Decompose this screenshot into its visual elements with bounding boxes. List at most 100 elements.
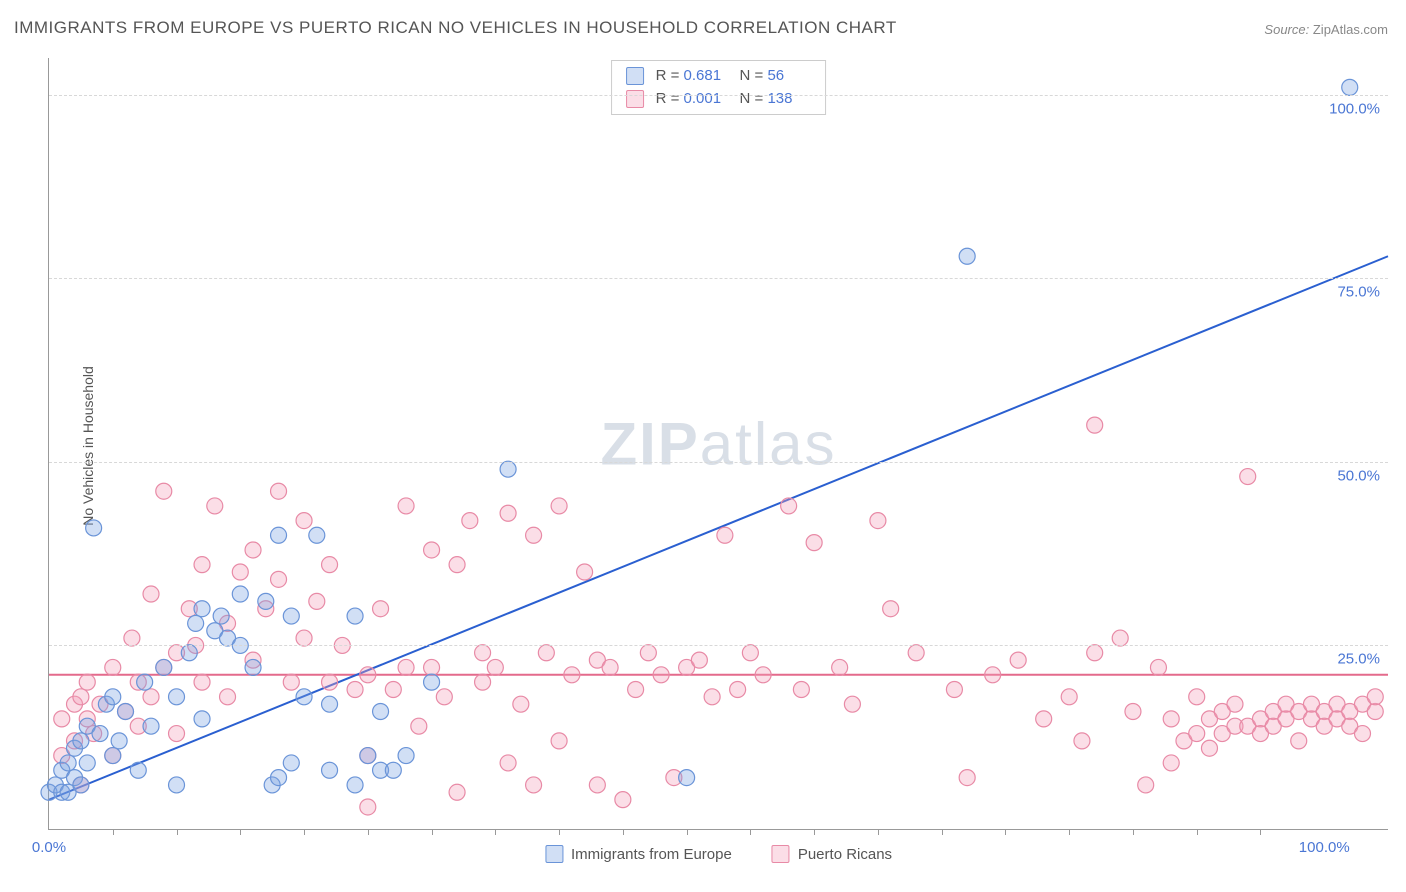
data-point (526, 527, 542, 543)
data-point (213, 608, 229, 624)
data-point (1163, 711, 1179, 727)
x-tick (495, 829, 496, 835)
trend-line (49, 256, 1388, 799)
data-point (322, 674, 338, 690)
data-point (169, 726, 185, 742)
x-tick (1197, 829, 1198, 835)
data-point (1087, 417, 1103, 433)
data-point (424, 659, 440, 675)
data-point (628, 681, 644, 697)
x-tick-label: 100.0% (1299, 839, 1350, 856)
data-point (487, 659, 503, 675)
data-point (296, 513, 312, 529)
data-point (220, 689, 236, 705)
data-point (602, 659, 618, 675)
data-point (538, 645, 554, 661)
data-point (424, 674, 440, 690)
x-tick (687, 829, 688, 835)
x-tick (177, 829, 178, 835)
data-point (79, 755, 95, 771)
data-point (54, 711, 70, 727)
source-credit: Source: ZipAtlas.com (1264, 22, 1388, 37)
data-point (245, 542, 261, 558)
y-tick-label: 50.0% (1337, 467, 1380, 484)
x-tick (240, 829, 241, 835)
gridline (49, 645, 1388, 646)
legend-swatch-puerto-rican (772, 845, 790, 863)
y-tick-label: 25.0% (1337, 651, 1380, 668)
data-point (124, 630, 140, 646)
data-point (424, 542, 440, 558)
legend-series: Immigrants from Europe Puerto Ricans (545, 845, 892, 863)
data-point (449, 784, 465, 800)
data-point (309, 593, 325, 609)
data-point (1150, 659, 1166, 675)
x-tick (814, 829, 815, 835)
x-tick-label: 0.0% (32, 839, 66, 856)
gridline (49, 278, 1388, 279)
data-point (615, 792, 631, 808)
data-point (92, 726, 108, 742)
data-point (1074, 733, 1090, 749)
legend-item-europe: Immigrants from Europe (545, 845, 732, 863)
data-point (322, 762, 338, 778)
data-point (385, 762, 401, 778)
data-point (156, 483, 172, 499)
data-point (188, 615, 204, 631)
data-point (194, 557, 210, 573)
chart-area: ZIPatlas R = 0.681 N = 56 R = 0.001 N = … (48, 58, 1388, 830)
data-point (283, 755, 299, 771)
gridline (49, 95, 1388, 96)
data-point (258, 593, 274, 609)
data-point (130, 762, 146, 778)
data-point (73, 777, 89, 793)
data-point (194, 601, 210, 617)
data-point (679, 770, 695, 786)
data-point (322, 696, 338, 712)
data-point (60, 755, 76, 771)
data-point (309, 527, 325, 543)
data-point (137, 674, 153, 690)
data-point (1138, 777, 1154, 793)
data-point (959, 770, 975, 786)
data-point (373, 601, 389, 617)
data-point (398, 659, 414, 675)
data-point (271, 483, 287, 499)
data-point (1240, 469, 1256, 485)
data-point (844, 696, 860, 712)
x-tick (432, 829, 433, 835)
data-point (271, 527, 287, 543)
legend-item-puerto-rican: Puerto Ricans (772, 845, 892, 863)
data-point (373, 704, 389, 720)
data-point (870, 513, 886, 529)
data-point (730, 681, 746, 697)
x-tick (304, 829, 305, 835)
data-point (1367, 689, 1383, 705)
data-point (73, 733, 89, 749)
data-point (475, 645, 491, 661)
data-point (1201, 740, 1217, 756)
data-point (79, 674, 95, 690)
data-point (398, 498, 414, 514)
data-point (985, 667, 1001, 683)
data-point (398, 748, 414, 764)
data-point (742, 645, 758, 661)
data-point (462, 513, 478, 529)
data-point (793, 681, 809, 697)
data-point (883, 601, 899, 617)
data-point (500, 505, 516, 521)
gridline (49, 462, 1388, 463)
data-point (360, 748, 376, 764)
data-point (118, 704, 134, 720)
data-point (1163, 755, 1179, 771)
data-point (1125, 704, 1141, 720)
data-point (577, 564, 593, 580)
data-point (449, 557, 465, 573)
data-point (86, 520, 102, 536)
data-point (143, 689, 159, 705)
data-point (526, 777, 542, 793)
data-point (143, 718, 159, 734)
data-point (411, 718, 427, 734)
data-point (1087, 645, 1103, 661)
data-point (1291, 733, 1307, 749)
